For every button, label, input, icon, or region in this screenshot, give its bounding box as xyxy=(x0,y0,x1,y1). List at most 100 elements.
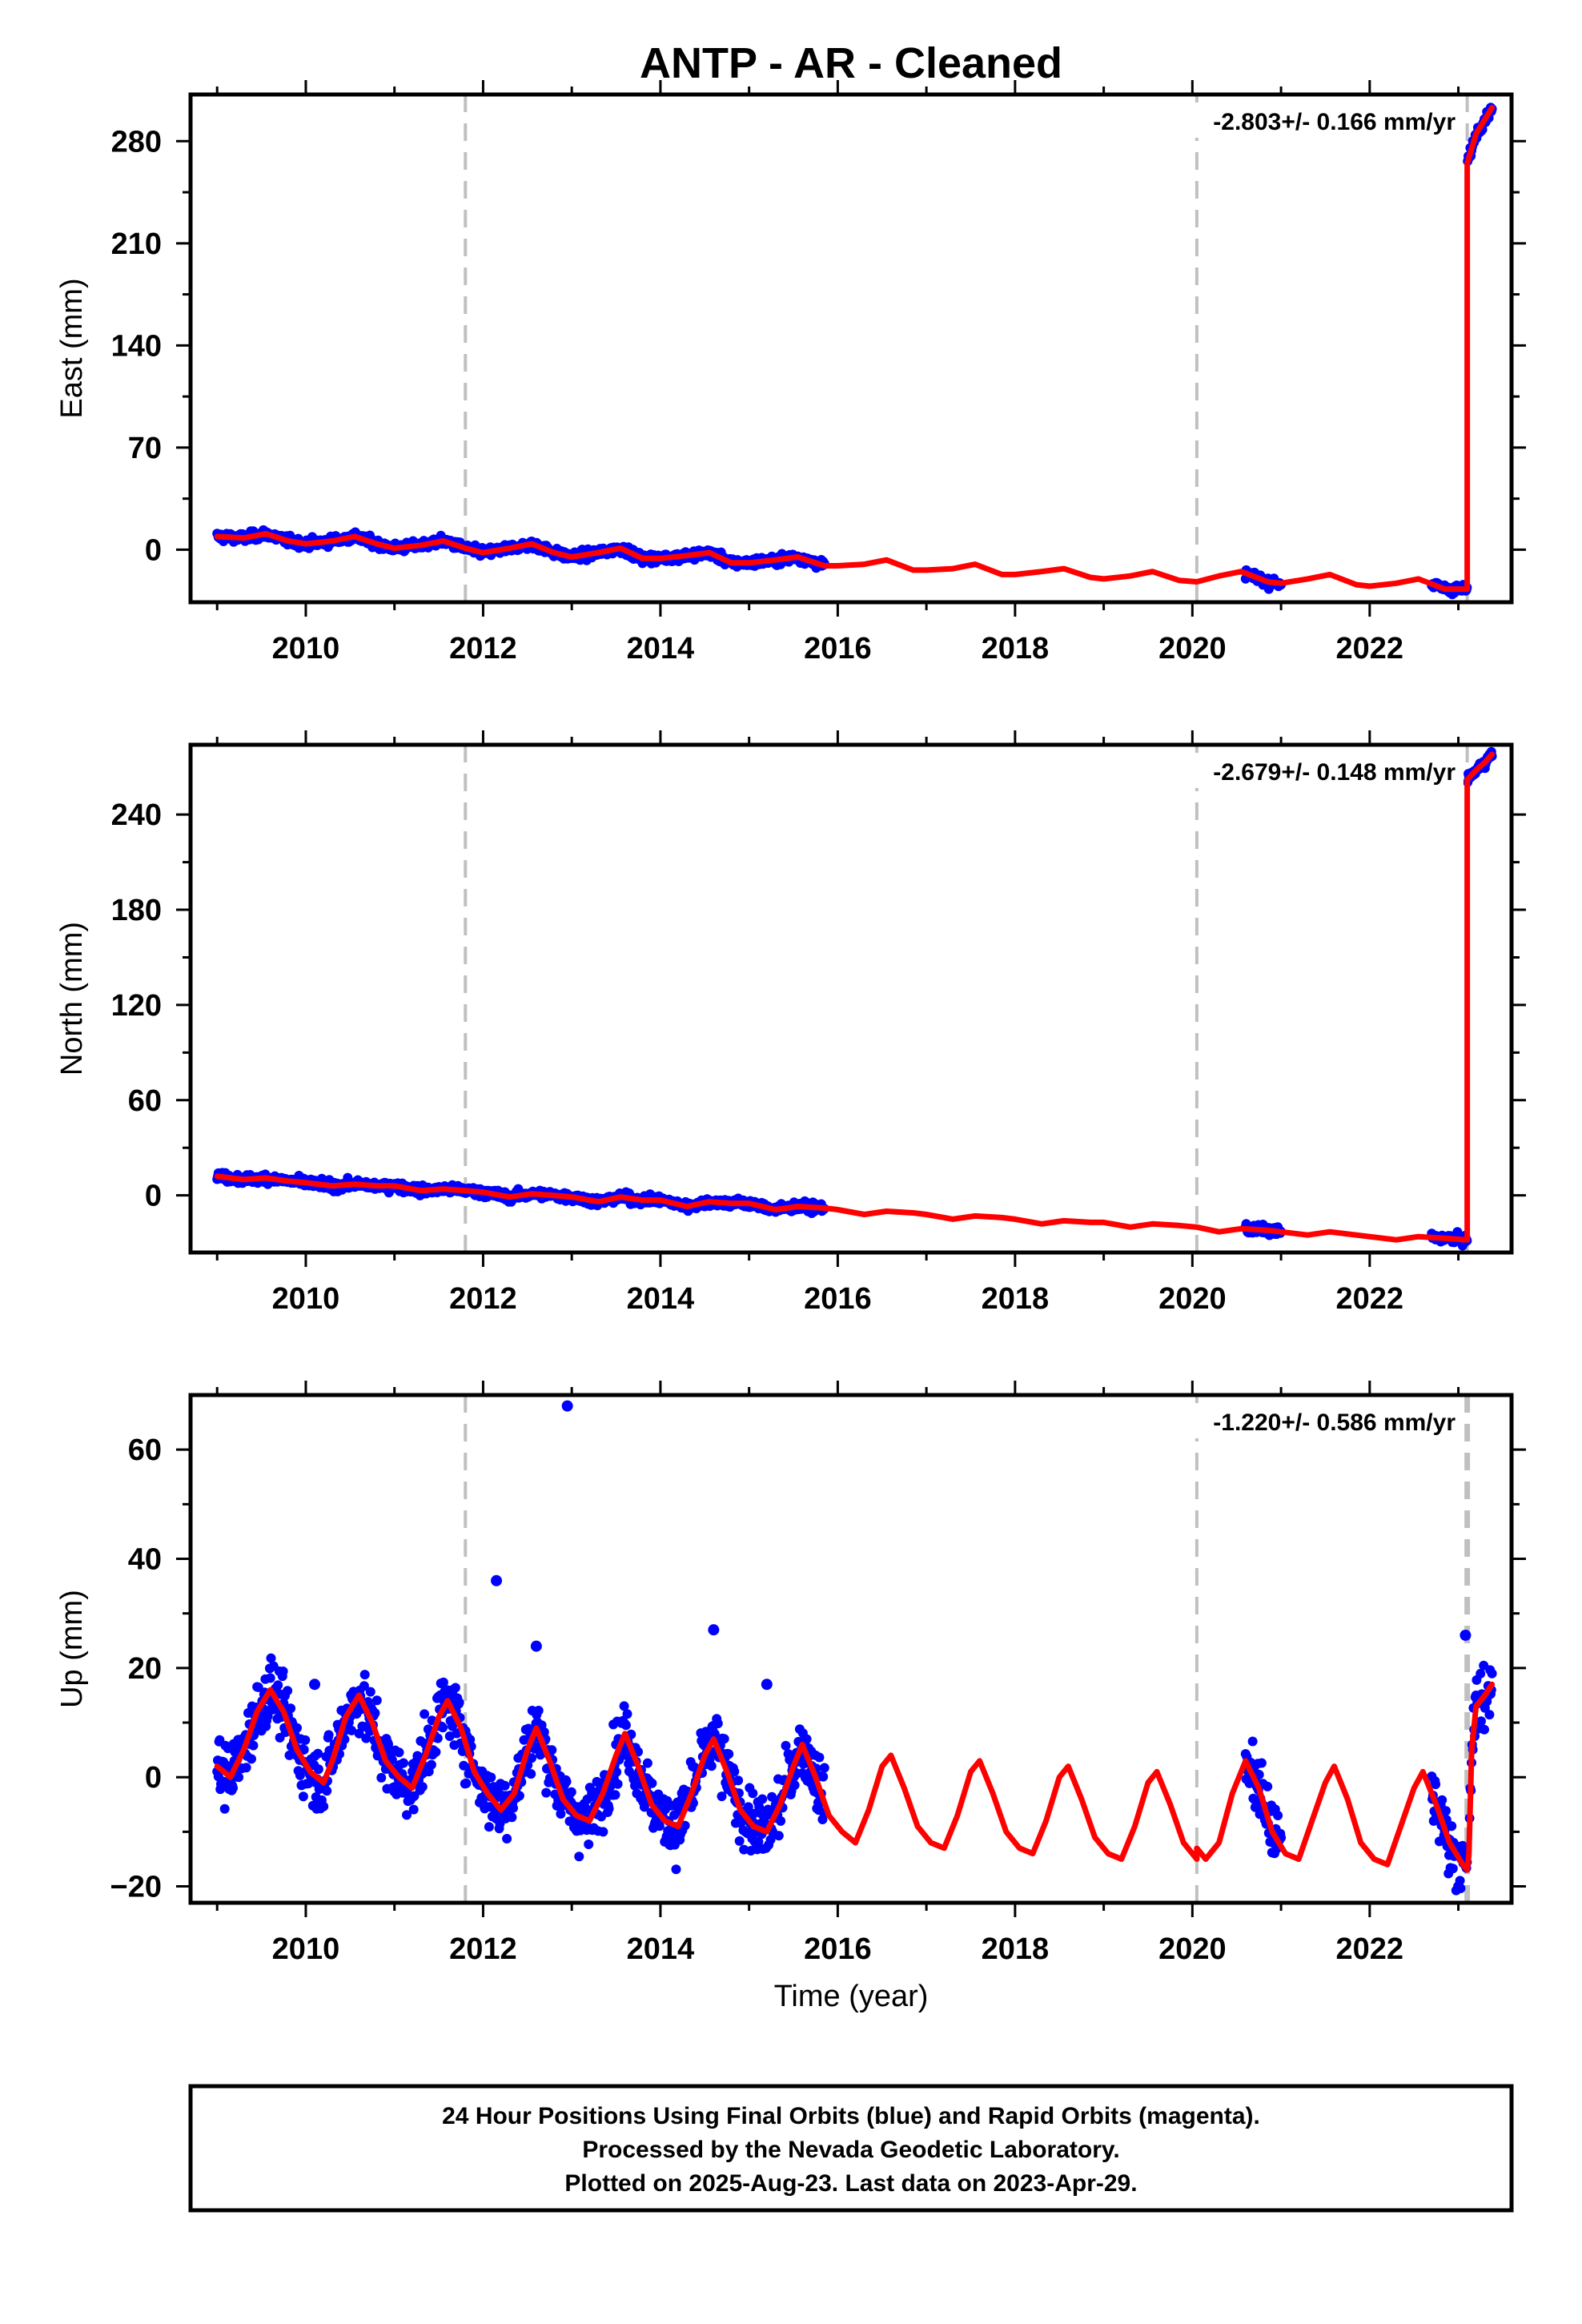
up-data-point xyxy=(502,1834,512,1844)
up-data-point xyxy=(574,1852,584,1862)
north-y-axis-label: North (mm) xyxy=(55,922,89,1076)
footer-line-orbits: 24 Hour Positions Using Final Orbits (bl… xyxy=(442,2103,1260,2129)
up-outlier-point xyxy=(530,1640,542,1652)
up-data-point xyxy=(507,1812,517,1823)
east-rate-background xyxy=(1167,103,1464,138)
up-rate-label: -1.220+/- 0.586 mm/yr xyxy=(1213,1409,1456,1436)
up-data-point xyxy=(547,1745,557,1755)
up-data-point xyxy=(789,1780,800,1791)
north-x-tick-label: 2020 xyxy=(1158,1282,1227,1316)
up-data-point xyxy=(1487,1668,1497,1679)
up-data-point xyxy=(561,1776,572,1787)
up-data-point xyxy=(417,1782,428,1792)
up-outlier-point xyxy=(561,1400,573,1412)
up-data-point xyxy=(461,1778,472,1788)
east-x-tick-label: 2020 xyxy=(1158,632,1227,665)
up-data-point xyxy=(541,1787,552,1798)
up-data-point xyxy=(399,1758,408,1768)
x-axis-label: Time (year) xyxy=(774,1980,929,2013)
up-data-point xyxy=(1456,1884,1466,1893)
up-y-tick-label: 60 xyxy=(128,1433,162,1467)
up-data-point xyxy=(371,1695,382,1706)
up-data-point xyxy=(1480,1724,1489,1735)
up-data-point xyxy=(278,1667,288,1676)
east-x-tick-label: 2016 xyxy=(804,632,872,665)
up-data-point xyxy=(248,1740,259,1751)
up-data-point xyxy=(717,1791,727,1802)
up-outlier-point xyxy=(491,1574,503,1586)
up-data-point xyxy=(408,1804,419,1815)
north-x-tick-label: 2018 xyxy=(982,1282,1050,1316)
up-plot-area xyxy=(212,1395,1497,1903)
up-data-point xyxy=(431,1747,441,1757)
up-data-point xyxy=(402,1810,412,1820)
up-data-point xyxy=(733,1775,744,1786)
up-data-point xyxy=(748,1788,758,1799)
up-data-point xyxy=(323,1730,334,1740)
up-data-point xyxy=(432,1733,443,1743)
up-outlier-point xyxy=(309,1679,321,1691)
up-data-point xyxy=(630,1780,640,1791)
up-x-tick-label: 2022 xyxy=(1336,1932,1404,1966)
up-data-point xyxy=(438,1677,448,1687)
north-plot-area xyxy=(212,745,1497,1252)
up-data-point xyxy=(620,1720,631,1731)
east-plot-area xyxy=(212,94,1497,602)
east-model-line xyxy=(1464,104,1496,167)
up-data-point xyxy=(819,1763,829,1773)
north-frame xyxy=(188,742,1514,1255)
up-data-point xyxy=(612,1779,623,1789)
north-y-tick-label: 60 xyxy=(128,1084,162,1118)
east-y-tick-label: 280 xyxy=(111,125,162,159)
up-y-tick-label: 20 xyxy=(128,1652,162,1686)
up-data-point xyxy=(757,1794,768,1804)
up-data-point xyxy=(266,1653,276,1663)
up-data-point xyxy=(354,1728,364,1739)
up-data-point xyxy=(680,1820,690,1831)
up-data-point xyxy=(654,1821,665,1831)
up-frame xyxy=(188,1393,1514,1905)
up-data-point xyxy=(361,1733,371,1743)
up-data-point xyxy=(273,1680,283,1691)
up-data-point xyxy=(527,1753,536,1763)
up-x-tick-label: 2010 xyxy=(272,1932,340,1966)
up-data-point xyxy=(801,1734,812,1744)
north-y-tick-label: 180 xyxy=(111,894,162,927)
up-data-point xyxy=(701,1727,711,1737)
east-panel: 2010 2012 2014 2016 2018 2020 2022 0 70 140 210 280… xyxy=(55,80,1526,665)
up-data-point xyxy=(612,1767,622,1777)
up-data-point xyxy=(1476,1668,1486,1679)
up-data-point xyxy=(370,1708,380,1719)
up-data-point xyxy=(265,1673,275,1683)
up-data-point xyxy=(322,1786,332,1796)
up-data-point xyxy=(526,1769,536,1779)
up-data-point xyxy=(500,1780,510,1791)
up-data-point xyxy=(1441,1806,1451,1816)
up-data-point xyxy=(724,1749,734,1759)
up-data-point xyxy=(814,1752,825,1763)
up-data-point xyxy=(438,1723,448,1733)
up-data-point xyxy=(1476,1716,1486,1727)
up-data-point xyxy=(450,1683,460,1693)
east-y-axis-label: East (mm) xyxy=(55,278,89,418)
up-data-point xyxy=(1447,1864,1458,1874)
up-data-point xyxy=(773,1831,784,1841)
up-x-tick-label: 2016 xyxy=(804,1932,872,1966)
east-rate-label: -2.803+/- 0.166 mm/yr xyxy=(1213,109,1456,135)
up-data-point xyxy=(383,1739,393,1750)
east-y-tick-label: 0 xyxy=(145,533,162,567)
up-data-point xyxy=(284,1750,295,1760)
up-data-point xyxy=(1447,1821,1457,1831)
up-data-point xyxy=(713,1719,723,1729)
up-data-point xyxy=(484,1802,495,1812)
up-data-point xyxy=(313,1764,323,1775)
up-data-point xyxy=(283,1686,293,1696)
up-data-point xyxy=(1437,1795,1447,1805)
east-x-tick-label: 2022 xyxy=(1336,632,1404,665)
up-data-point xyxy=(508,1803,518,1813)
up-data-point xyxy=(365,1687,375,1697)
up-data-point xyxy=(743,1802,753,1812)
north-y-tick-label: 0 xyxy=(145,1180,162,1213)
